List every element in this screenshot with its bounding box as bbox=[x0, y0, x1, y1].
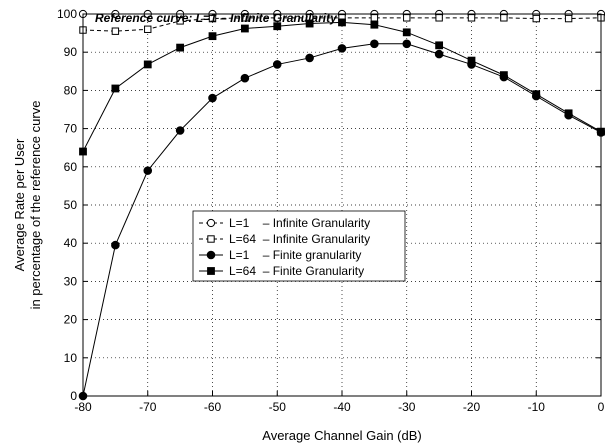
legend-entries: L=1 – Infinite Granularity L=64 – Infinit… bbox=[199, 216, 370, 278]
data-point bbox=[532, 14, 540, 23]
x-tick-label: -10 bbox=[528, 400, 546, 414]
ticks: -80 -70 -60 -50 -40 -30 -20 -10 0 0 10 20 30 40 50 60 70… bbox=[57, 7, 605, 414]
data-point bbox=[467, 56, 476, 65]
y-tick-label: 80 bbox=[64, 83, 78, 97]
legend-marker bbox=[206, 218, 216, 228]
data-point bbox=[564, 109, 573, 118]
data-point bbox=[111, 27, 120, 35]
data-point bbox=[208, 93, 217, 103]
legend-marker bbox=[207, 267, 215, 275]
data-point bbox=[467, 14, 476, 22]
data-point bbox=[273, 22, 282, 31]
data-point bbox=[402, 39, 412, 49]
x-tick-label: -80 bbox=[74, 400, 92, 414]
data-point bbox=[532, 90, 541, 99]
legend-box bbox=[192, 210, 406, 282]
legend-label: L=1 – Infinite Granularity bbox=[229, 216, 370, 230]
data-point bbox=[370, 14, 379, 22]
series-3 bbox=[78, 39, 605, 401]
data-point bbox=[370, 20, 379, 29]
x-tick-label: -40 bbox=[333, 400, 351, 414]
x-tick-label: -50 bbox=[269, 400, 287, 414]
y-axis-label-line-1: Average Rate per User bbox=[12, 138, 27, 271]
series-layer bbox=[78, 9, 605, 401]
data-point bbox=[434, 49, 444, 59]
data-point bbox=[499, 71, 508, 80]
legend-label: L=64 – Finite Granularity bbox=[229, 264, 364, 278]
data-point bbox=[143, 166, 153, 175]
grid bbox=[83, 14, 601, 396]
y-tick-label: 90 bbox=[64, 45, 78, 59]
y-axis-label-line-2: in percentage of the reference curve bbox=[28, 101, 43, 310]
data-point bbox=[338, 18, 346, 27]
x-axis-label: Average Channel Gain (dB) bbox=[262, 428, 421, 443]
legend-entry-3: L=1 – Finite granularity bbox=[199, 248, 361, 262]
x-tick-label: -70 bbox=[139, 400, 157, 414]
data-point bbox=[273, 14, 281, 22]
data-point bbox=[144, 25, 152, 33]
data-point bbox=[500, 14, 508, 22]
data-point bbox=[240, 73, 250, 83]
y-tick-label: 100 bbox=[57, 7, 77, 21]
y-tick-label: 10 bbox=[64, 351, 78, 365]
y-tick-label: 60 bbox=[64, 160, 78, 174]
x-tick-label: -30 bbox=[398, 400, 416, 414]
data-point bbox=[370, 39, 379, 49]
chart-title: Reference curve: L=1 – Infinite Granular… bbox=[95, 11, 338, 25]
data-point bbox=[143, 60, 152, 69]
data-point bbox=[305, 19, 314, 28]
data-point bbox=[208, 32, 217, 41]
data-point bbox=[175, 126, 185, 135]
data-point bbox=[403, 14, 411, 22]
y-tick-label: 20 bbox=[64, 313, 78, 327]
plot-frame bbox=[82, 13, 602, 397]
y-tick-label: 30 bbox=[64, 274, 78, 288]
data-point bbox=[564, 14, 573, 23]
data-point bbox=[435, 14, 443, 22]
y-tick-label: 70 bbox=[64, 122, 78, 136]
y-tick-label: 50 bbox=[64, 198, 78, 212]
data-point bbox=[176, 17, 184, 25]
legend-entry-4: L=64 – Finite Granularity bbox=[199, 264, 364, 278]
data-point bbox=[402, 28, 411, 37]
x-tick-label: 0 bbox=[598, 400, 605, 414]
data-point bbox=[272, 60, 282, 69]
x-tick-label: -20 bbox=[463, 400, 481, 414]
y-tick-label: 0 bbox=[70, 389, 77, 403]
data-point bbox=[111, 84, 120, 93]
y-tick-label: 40 bbox=[64, 236, 78, 250]
legend-entry-1: L=1 – Infinite Granularity bbox=[199, 216, 370, 230]
x-tick-label: -60 bbox=[204, 400, 222, 414]
legend-marker bbox=[207, 235, 215, 243]
legend-label: L=1 – Finite granularity bbox=[229, 248, 361, 262]
legend: L=1 – Infinite Granularity L=64 – Infinit… bbox=[192, 210, 406, 282]
legend-entry-2: L=64 – Infinite Granularity bbox=[199, 232, 370, 246]
series-2 bbox=[79, 14, 605, 35]
data-point bbox=[241, 14, 249, 22]
data-point bbox=[111, 240, 120, 250]
data-point bbox=[435, 41, 444, 50]
legend-marker bbox=[206, 250, 216, 260]
legend-label: L=64 – Infinite Granularity bbox=[229, 232, 370, 246]
data-point bbox=[305, 53, 314, 63]
data-point bbox=[176, 43, 185, 52]
data-point bbox=[240, 24, 249, 33]
data-point bbox=[337, 44, 347, 53]
data-point bbox=[208, 14, 217, 23]
